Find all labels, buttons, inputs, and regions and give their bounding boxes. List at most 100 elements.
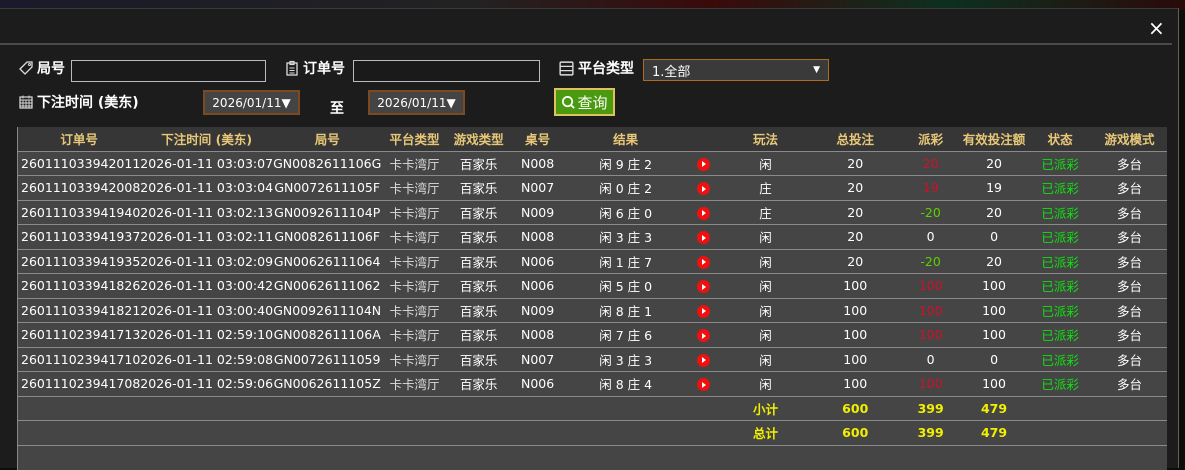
- valid-bet: 20: [959, 248, 1029, 274]
- replay-button[interactable]: [685, 248, 722, 274]
- round-id: GN0082611106A: [273, 322, 382, 347]
- game-mode: 多台: [1092, 322, 1167, 347]
- order-id: 260111023941708: [17, 371, 141, 396]
- order-input[interactable]: [353, 60, 540, 82]
- table-row[interactable]: 260111023941708 2026-01-11 02:59:06 GN0062…: [17, 371, 1167, 396]
- payout: 100: [901, 322, 960, 347]
- valid-bet: 20: [959, 199, 1029, 225]
- result: 闲 7 庄 6: [565, 322, 686, 347]
- bet-time: 2026-01-11 03:02:13: [140, 199, 274, 225]
- play-icon[interactable]: [697, 329, 711, 343]
- valid-bet: 100: [959, 297, 1029, 323]
- result: 闲 3 庄 3: [565, 346, 686, 372]
- game-type: 百家乐: [447, 150, 510, 176]
- table-no: N006: [509, 371, 566, 396]
- total-bet: 20: [809, 248, 902, 274]
- play-icon[interactable]: [697, 255, 711, 269]
- result: 闲 8 庄 1: [565, 297, 686, 323]
- game-mode: 多台: [1092, 248, 1167, 274]
- table-row[interactable]: 260111033941937 2026-01-11 03:02:11 GN0082…: [17, 224, 1167, 249]
- order-id: 260111023941710: [17, 346, 141, 372]
- result: 闲 6 庄 0: [565, 199, 686, 225]
- table-row[interactable]: 260111023941713 2026-01-11 02:59:10 GN0082…: [17, 322, 1167, 347]
- bet-type: 闲: [721, 371, 810, 396]
- table-no: N008: [509, 150, 566, 176]
- payout: 0: [901, 346, 960, 372]
- play-icon[interactable]: [697, 157, 711, 171]
- valid-bet: 20: [959, 150, 1029, 176]
- replay-button[interactable]: [685, 150, 722, 176]
- table-no: N007: [509, 346, 566, 372]
- play-icon[interactable]: [697, 231, 711, 245]
- game-type: 百家乐: [447, 224, 510, 249]
- round-id: GN00726111059: [273, 346, 382, 372]
- replay-button[interactable]: [685, 297, 722, 323]
- bet-record-modal: × 局号 订单号 平台类型 1.全部 ▼ 下注时间 (美东) 至 2026/01/…: [0, 8, 1179, 470]
- date-from-select-box[interactable]: 2026/01/11▼: [203, 90, 300, 115]
- bet-time: 2026-01-11 03:03:04: [140, 175, 274, 200]
- play-icon[interactable]: [697, 304, 711, 318]
- replay-button[interactable]: [685, 175, 722, 200]
- play-icon[interactable]: [697, 378, 711, 392]
- total-bet: 20: [809, 224, 902, 249]
- table-row[interactable]: 260111033941935 2026-01-11 03:02:09 GN0062…: [17, 248, 1167, 274]
- table-row[interactable]: 260111033942011 2026-01-11 03:03:07 GN0082…: [17, 150, 1167, 176]
- round-id: GN00626111064: [273, 248, 382, 274]
- date-to-select[interactable]: 2026/01/11▼: [368, 90, 465, 115]
- round-id: GN0082611106F: [273, 224, 382, 249]
- round-id: GN0082611106G: [273, 150, 382, 176]
- order-id: 260111033942008: [17, 175, 141, 200]
- play-icon[interactable]: [697, 182, 711, 196]
- play-icon[interactable]: [697, 206, 711, 220]
- bet-records-table: 订单号 下注时间 (美东) 局号 平台类型 游戏类型 桌号 结果 玩法 总投注 派彩 有效投注额 状态…: [17, 127, 1167, 470]
- platform-select[interactable]: 1.全部 ▼: [643, 59, 829, 81]
- bet-time: 2026-01-11 03:02:11: [140, 224, 274, 249]
- payout: 100: [901, 297, 960, 323]
- table-row[interactable]: 260111033942008 2026-01-11 03:03:04 GN0072…: [17, 175, 1167, 200]
- close-icon[interactable]: ×: [1148, 16, 1165, 40]
- play-icon[interactable]: [697, 280, 711, 294]
- query-button[interactable]: 查询: [554, 88, 615, 116]
- table-row[interactable]: 260111033941940 2026-01-11 03:02:13 GN0092…: [17, 199, 1167, 225]
- divider: [0, 43, 1172, 45]
- column-header: 局号: [273, 127, 382, 151]
- subtotal-payout: 399: [901, 395, 960, 421]
- game-type: 百家乐: [447, 248, 510, 274]
- table-row[interactable]: 260111033941826 2026-01-11 03:00:42 GN0062…: [17, 273, 1167, 298]
- replay-button[interactable]: [685, 346, 722, 372]
- subtotal-valid: 479: [959, 395, 1029, 421]
- chevron-down-icon: ▼: [813, 65, 820, 75]
- valid-bet: 19: [959, 175, 1029, 200]
- platform: 卡卡湾厅: [381, 297, 448, 323]
- table-no: N006: [509, 273, 566, 298]
- total-bet: 100: [809, 371, 902, 396]
- total-label: 总计: [721, 420, 810, 445]
- status: 已派彩: [1028, 322, 1093, 347]
- bet-type: 庄: [721, 175, 810, 200]
- play-icon[interactable]: [697, 353, 711, 367]
- table-no: N009: [509, 199, 566, 225]
- platform-label: 平台类型: [558, 58, 634, 78]
- search-icon: [562, 95, 576, 109]
- total-bet: 20: [809, 150, 902, 176]
- background-game: [0, 0, 1185, 10]
- replay-button[interactable]: [685, 322, 722, 347]
- order-id: 260111033941935: [17, 248, 141, 274]
- round-input[interactable]: [71, 60, 266, 82]
- table-row[interactable]: 260111023941710 2026-01-11 02:59:08 GN0072…: [17, 346, 1167, 372]
- game-mode: 多台: [1092, 175, 1167, 200]
- total-row: 总计 600 399 479: [17, 420, 1167, 445]
- game-mode: 多台: [1092, 371, 1167, 396]
- total-bet: 100: [809, 322, 902, 347]
- valid-bet: 0: [959, 346, 1029, 372]
- empty-cell: [1028, 420, 1167, 445]
- table-row[interactable]: 260111033941821 2026-01-11 03:00:40 GN0092…: [17, 297, 1167, 323]
- replay-button[interactable]: [685, 199, 722, 225]
- bet-time: 2026-01-11 03:00:42: [140, 273, 274, 298]
- status: 已派彩: [1028, 297, 1093, 323]
- platform: 卡卡湾厅: [381, 371, 448, 396]
- bet-time: 2026-01-11 03:00:40: [140, 297, 274, 323]
- replay-button[interactable]: [685, 224, 722, 249]
- replay-button[interactable]: [685, 273, 722, 298]
- replay-button[interactable]: [685, 371, 722, 396]
